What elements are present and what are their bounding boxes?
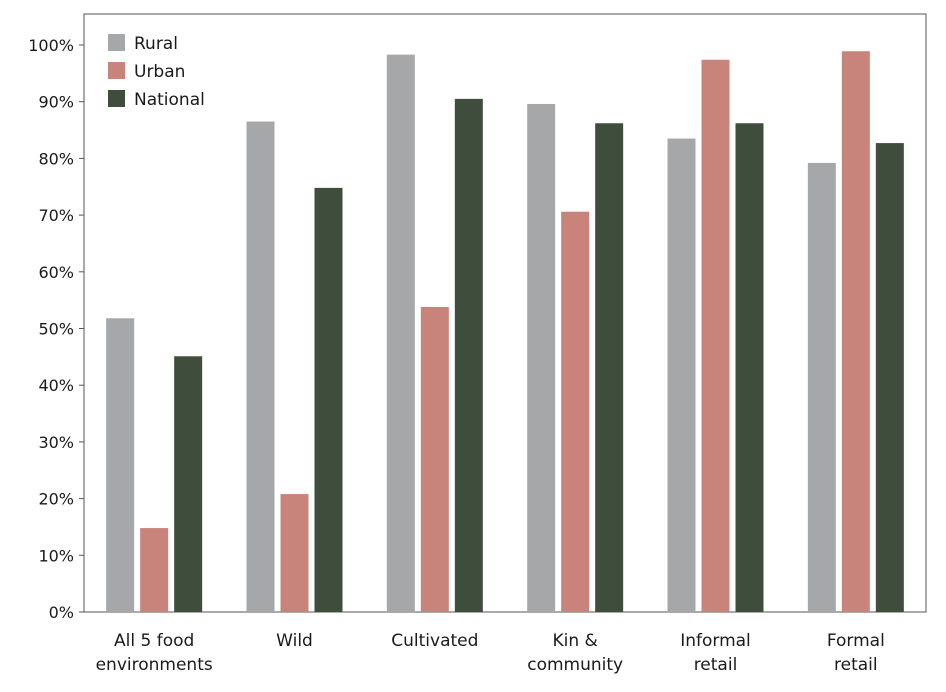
x-category-label: retail [694,655,738,675]
plot-frame [83,13,927,613]
bar-national [174,356,203,612]
bar-national [735,123,764,612]
bar-rural [246,121,275,613]
bar-urban [561,211,590,612]
y-tick-label: 20% [38,490,74,509]
x-axis: All 5 food environments Wild Cultivated Kin … [96,631,885,675]
y-tick-label: 90% [38,93,74,112]
bar-national [595,123,624,612]
bars-group [106,51,904,613]
x-category-label: community [527,655,623,675]
legend-swatch-national [108,90,125,107]
x-category-label: Cultivated [391,631,478,651]
bar-national [454,98,483,613]
y-tick-label: 10% [38,546,74,565]
bar-urban [140,528,169,612]
y-tick-label: 40% [38,376,74,395]
y-tick-label: 50% [38,320,74,339]
legend-swatch-rural [108,34,125,51]
x-category-label: Formal [827,631,885,651]
bar-urban [701,59,730,612]
bar-rural [807,162,836,612]
bar-rural [106,318,135,612]
bar-urban [420,306,449,612]
bar-rural [527,103,556,612]
bar-urban [841,51,870,612]
bar-rural [386,54,415,613]
x-category-label: Kin & [553,631,598,651]
y-tick-label: 100% [28,36,74,55]
x-category-label: Wild [276,631,313,651]
y-tick-label: 70% [38,206,74,225]
y-axis: 0% 10% 20% 30% 40% 50% 60% 70% 80% 90% 100% [28,36,84,622]
legend-label-rural: Rural [134,34,178,54]
x-category-label: retail [834,655,878,675]
x-category-label: All 5 food [114,631,194,651]
bar-rural [667,138,696,612]
y-tick-label: 30% [38,433,74,452]
legend: Rural Urban National [108,34,205,110]
x-category-label: environments [96,655,213,675]
bar-national [314,187,343,612]
legend-label-national: National [134,90,205,110]
bar-urban [280,494,309,612]
legend-swatch-urban [108,62,125,79]
legend-label-urban: Urban [134,62,185,82]
x-category-label: Informal [680,631,751,651]
y-tick-label: 80% [38,149,74,168]
y-tick-label: 60% [38,263,74,282]
bar-national [875,143,904,612]
y-tick-label: 0% [49,603,74,622]
